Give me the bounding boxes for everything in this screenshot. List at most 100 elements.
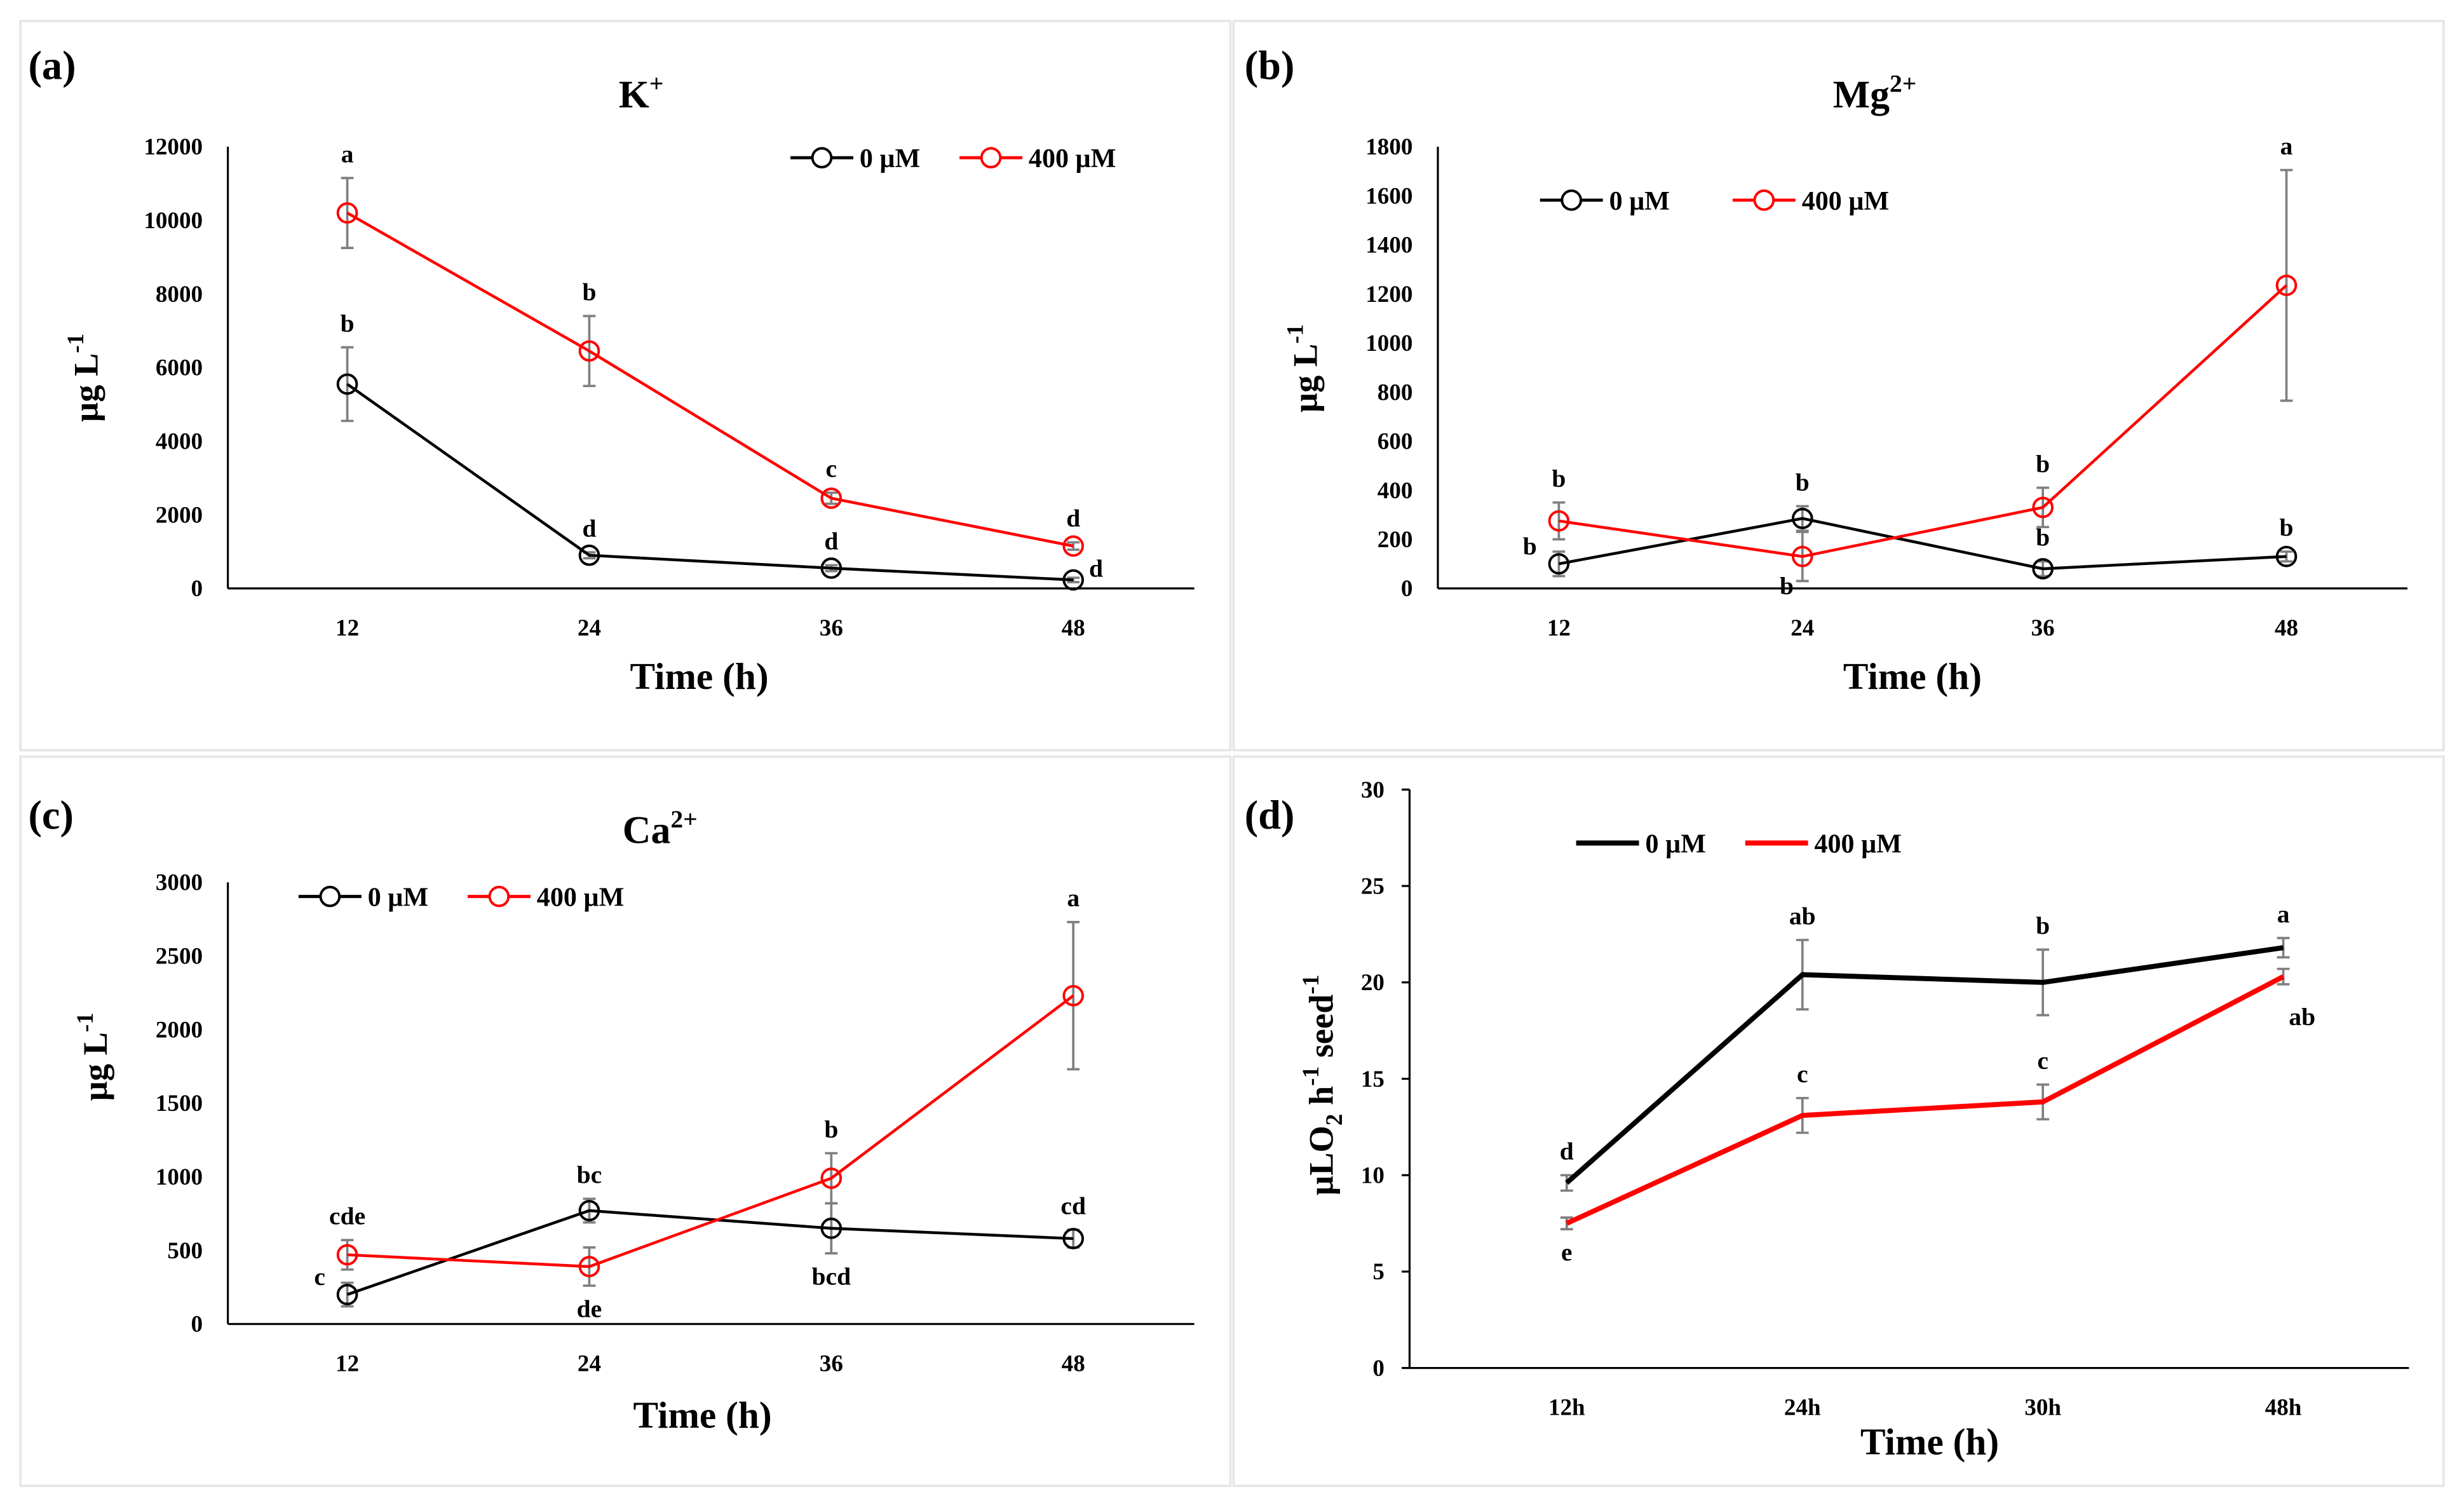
y-tick-label: 1000: [156, 1164, 203, 1190]
error-bar: [2277, 937, 2290, 959]
x-tick-label: 48: [1062, 1351, 1085, 1377]
legend-marker: [1560, 189, 1583, 211]
ylabel-superscript: -1: [1298, 1066, 1324, 1086]
y-tick-label: 8000: [156, 282, 203, 308]
ylabel-main: µg L: [76, 1032, 114, 1101]
y-tick-label: 10: [1361, 1163, 1384, 1189]
chart-title: Mg2+: [1833, 69, 1917, 116]
y-tick-label: 1000: [1365, 330, 1412, 357]
panel-border: [1232, 755, 2445, 1487]
data-point: [1548, 510, 1570, 532]
significance-letter: d: [1066, 505, 1080, 533]
data-point: [1062, 984, 1085, 1007]
significance-letter: bcd: [812, 1263, 851, 1291]
significance-letter: b: [2280, 514, 2294, 541]
significance-letter: a: [341, 140, 354, 168]
legend-item: 0 µM: [1540, 187, 1670, 216]
y-tick-label: 600: [1378, 429, 1413, 455]
y-axis-label: µLO2 h-1 seed-1: [1298, 975, 1348, 1196]
data-point: [336, 1284, 358, 1305]
x-axis-label: Time (h): [1843, 655, 1982, 697]
y-tick-label: 0: [191, 576, 203, 602]
data-point: [820, 557, 843, 579]
y-axis-label: µg L-1: [63, 334, 105, 422]
significance-letter: c: [314, 1263, 325, 1291]
panel-border: [1232, 20, 2445, 752]
series-treatment: cde de b a: [329, 884, 1085, 1323]
series-line: [346, 1209, 1074, 1296]
data-point: [336, 373, 358, 395]
chart-panel-b: (b) Mg2+ 0 200 400 600 800 1000 1200 1400 1600 1800…: [1232, 20, 2445, 752]
legend: 0 µM 400 µM: [1540, 187, 1889, 216]
series-control: d ab b a: [1560, 900, 2290, 1192]
legend-marker: [980, 147, 1002, 168]
ylabel-main: µg L: [1287, 344, 1325, 412]
legend: 0 µM 400 µM: [790, 144, 1116, 173]
data-point: [1062, 569, 1085, 591]
panel-label: (a): [29, 43, 76, 88]
significance-letter: c: [826, 455, 837, 483]
significance-letter: b: [2036, 450, 2050, 478]
significance-letter: d: [1089, 555, 1103, 583]
y-tick-label: 0: [1372, 1356, 1384, 1382]
legend-label: 400 µM: [1815, 829, 1902, 859]
significance-letter: a: [2280, 132, 2293, 160]
significance-letter: ab: [1789, 902, 1816, 930]
significance-letter: b: [2036, 524, 2050, 552]
x-tick-label: 12h: [1548, 1395, 1585, 1421]
chart-panel-d: (d) 0 5 10 15 20 25 30 12h 24h 30h 48h Time (h) µLO2 …: [1232, 755, 2445, 1487]
ylabel-superscript: -1: [1282, 324, 1308, 344]
y-tick-label: 400: [1378, 478, 1413, 504]
y-tick-label: 30: [1361, 777, 1384, 803]
panel-label: (c): [29, 792, 74, 838]
significance-letter: b: [1796, 468, 1810, 496]
legend-label: 400 µM: [537, 883, 624, 912]
x-tick-label: 12: [1547, 615, 1571, 641]
x-axis-label: Time (h): [1860, 1421, 1999, 1463]
data-point: [2275, 275, 2298, 296]
significance-letter: cd: [1060, 1192, 1086, 1220]
y-axis-label: µg L-1: [72, 1012, 114, 1101]
y-tick-label: 0: [191, 1312, 203, 1338]
legend-item: 400 µM: [467, 883, 624, 912]
significance-letter: a: [1067, 884, 1080, 912]
significance-letter: ab: [2289, 1003, 2315, 1031]
ylabel-superscript: -1: [72, 1012, 98, 1032]
ylabel-main: µg L: [67, 353, 105, 422]
x-tick-label: 24h: [1784, 1395, 1821, 1421]
y-tick-label: 2000: [156, 1017, 203, 1043]
series-line: [1565, 945, 2284, 1185]
x-tick-label: 24: [578, 1351, 601, 1377]
legend-marker: [319, 885, 341, 908]
x-tick-label: 36: [820, 615, 843, 641]
x-tick-label: 36: [2031, 615, 2055, 641]
y-tick-label: 2000: [156, 502, 203, 528]
significance-letter: b: [1552, 465, 1566, 493]
data-point: [1791, 545, 1813, 568]
y-tick-label: 15: [1361, 1066, 1384, 1092]
ylabel-part: h: [1302, 1086, 1340, 1114]
y-tick-label: 4000: [156, 429, 203, 455]
y-tick-label: 3000: [156, 870, 203, 896]
data-point: [578, 1200, 600, 1221]
legend-label: 400 µM: [1029, 144, 1116, 173]
significance-letter: b: [824, 1115, 838, 1143]
data-point: [1062, 1228, 1085, 1249]
y-tick-label: 1500: [156, 1091, 203, 1117]
legend-label: 0 µM: [1645, 829, 1705, 859]
significance-letter: b: [341, 309, 355, 337]
significance-letter: cde: [329, 1202, 365, 1230]
significance-letter: b: [2036, 911, 2050, 939]
legend-item: 400 µM: [959, 144, 1116, 173]
significance-letter: b: [582, 278, 596, 306]
x-tick-label: 36: [820, 1351, 843, 1377]
y-tick-label: 0: [1401, 576, 1413, 602]
x-tick-label: 48: [1062, 615, 1085, 641]
legend: 0 µM 400 µM: [1576, 829, 1902, 859]
title-superscript: 2+: [1890, 69, 1916, 97]
data-point: [578, 544, 600, 566]
legend-item: 0 µM: [298, 883, 428, 912]
x-axis-label: Time (h): [630, 655, 769, 697]
y-tick-label: 25: [1361, 873, 1384, 899]
data-point: [2032, 558, 2054, 580]
